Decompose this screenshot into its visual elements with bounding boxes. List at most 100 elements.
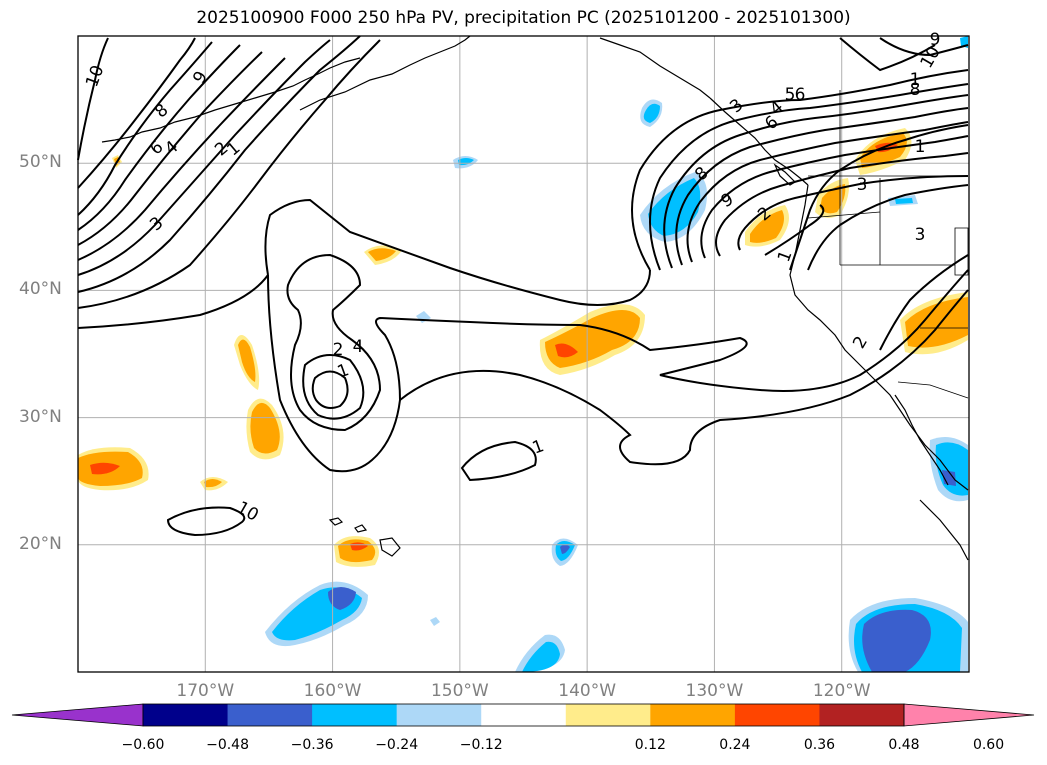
colorbar-tick-label: 0.60: [972, 737, 1005, 753]
pv-contour-line: [302, 354, 365, 420]
us-mexico-border: [897, 381, 969, 399]
colorbar-extend-min: [11, 703, 144, 727]
pv-contour-label: 1: [910, 70, 921, 90]
colorbar-box: [819, 704, 905, 726]
pv-contour-label: 3: [857, 175, 868, 195]
pv-contour-line: [77, 44, 241, 231]
pv-contour-line: [879, 37, 969, 57]
hawaii-island: [354, 524, 368, 533]
precip-negative-area: [643, 103, 660, 123]
pv-contour-label: 6: [795, 85, 806, 105]
pv-contour-line: [663, 94, 969, 269]
pv-contour-label: 8: [151, 100, 172, 122]
pv-contour-label: 10: [233, 498, 262, 526]
pv-contour-line: [77, 37, 109, 161]
pv-contour-line: [166, 506, 246, 537]
pv-contour-label: 1: [915, 137, 926, 157]
colorbar-tick-label: −0.24: [375, 737, 419, 753]
colorbar-outline: [142, 703, 905, 727]
hawaii-island: [328, 517, 344, 526]
pv-contour-line: [675, 107, 969, 266]
baja-coast: [894, 394, 949, 486]
colorbar-tick-label: 0.12: [634, 737, 666, 753]
alaska-gulf-coast: [599, 37, 711, 99]
pv-contour-line: [399, 289, 969, 466]
graticule: [78, 36, 969, 672]
pv-contour-line: [764, 204, 825, 256]
pv-contour-line: [77, 41, 213, 216]
precip-negative-area: [648, 178, 701, 236]
pv-contour-line: [789, 124, 969, 271]
pv-contour-line: [77, 37, 196, 189]
pv-contour-line: [715, 152, 969, 257]
pv-contour-line: [77, 39, 381, 309]
colorbar: [11, 703, 1035, 727]
colorbar-box: [396, 704, 482, 726]
pv-contour-label: 5: [785, 85, 796, 105]
pv-contour-line: [77, 274, 269, 329]
pv-contour-label: 1: [774, 248, 796, 265]
longitude-label: 170°W: [176, 681, 235, 701]
pv-contour-line: [264, 198, 651, 306]
colorbar-box: [650, 704, 736, 726]
latitude-label: 50°N: [19, 152, 62, 173]
colorbar-tick-label: 0.48: [888, 737, 920, 753]
longitude-label: 160°W: [303, 681, 362, 701]
pv-contour-label: 9: [718, 189, 737, 212]
precip-positive-area: [238, 339, 256, 382]
precip-positive-area: [820, 184, 846, 214]
pv-contour-line: [267, 269, 969, 473]
precip-positive-area: [250, 402, 280, 454]
map-frame: [77, 35, 970, 673]
latitude-label: 20°N: [19, 533, 62, 554]
colorbar-tick-label: −0.60: [121, 737, 165, 753]
precip-positive-area: [204, 479, 222, 488]
colorbar-box: [227, 704, 313, 726]
precip-negative-area: [895, 198, 913, 204]
pv-contour-line: [631, 69, 969, 271]
latitude-label: 40°N: [19, 279, 62, 300]
pv-contour-line: [700, 135, 969, 259]
plot-title: 2025100900 F000 250 hPa PV, precipitatio…: [196, 8, 851, 28]
pv-contour-label: 1: [530, 436, 547, 458]
pv-contour-label: 9: [189, 68, 212, 87]
precip-positive-area: [545, 310, 640, 368]
precip-negative-area: [560, 544, 570, 554]
pv-contour-label: 2: [333, 340, 344, 360]
pv-contour-line: [807, 184, 969, 271]
pv-contour-line: [77, 39, 331, 276]
precip-positive-area: [90, 462, 120, 475]
pv-contour-label: 8: [910, 80, 921, 100]
colorbar-box: [481, 704, 567, 726]
pv-contour-line: [737, 175, 969, 251]
pv-contour-line: [77, 57, 286, 261]
precip-negative-area: [935, 442, 968, 496]
bc-coast: [709, 97, 809, 186]
pv-contour-label: 10: [917, 43, 945, 72]
colorbar-extend-max: [903, 703, 1035, 727]
colorbar-box: [565, 704, 651, 726]
precip-negative-area: [328, 587, 356, 610]
precipitation-fills: [78, 36, 968, 672]
precip-negative-area: [522, 641, 560, 672]
precip-positive-area: [368, 248, 396, 261]
us-state-border: [954, 227, 969, 276]
pv-contour-line: [311, 370, 349, 409]
alaska-aleutian-coast: [101, 57, 361, 143]
colorbar-tick-label: 0.36: [803, 737, 836, 753]
longitude-label: 130°W: [685, 681, 744, 701]
pv-contour-label: 1: [335, 360, 352, 382]
pv-contours: [77, 35, 969, 537]
hawaii-island: [379, 537, 401, 557]
pv-contour-line: [879, 254, 969, 351]
pv-contour-line: [77, 51, 263, 246]
colorbar-tick-label: −0.36: [290, 737, 334, 753]
colorbar-box: [143, 704, 229, 726]
longitude-label: 150°W: [430, 681, 489, 701]
alaska-coast: [299, 35, 471, 111]
precip-positive-area: [555, 343, 578, 358]
colorbar-box: [312, 704, 398, 726]
colorbar-box: [734, 704, 820, 726]
latitude-label: 30°N: [19, 406, 62, 427]
pv-contour-label: 2: [849, 333, 872, 352]
